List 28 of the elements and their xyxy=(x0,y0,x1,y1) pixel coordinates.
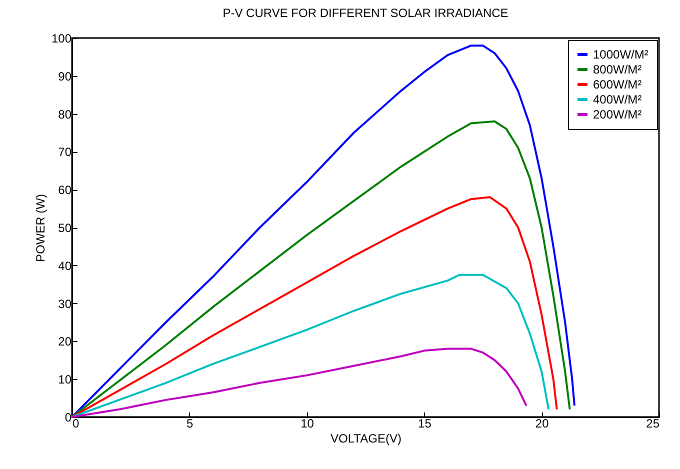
y-tick-label: 30 xyxy=(58,296,72,311)
legend-label: 800W/M² xyxy=(593,62,642,76)
y-tick-label: 90 xyxy=(58,69,72,84)
y-tick-label: 60 xyxy=(58,183,72,198)
legend-label: 600W/M² xyxy=(593,78,642,92)
line-series xyxy=(71,348,528,418)
legend-label: 1000W/M² xyxy=(593,48,648,62)
line-series xyxy=(71,196,558,418)
x-tick-label: 5 xyxy=(186,416,194,430)
y-tick-label: 50 xyxy=(58,221,72,235)
legend-label: 200W/M² xyxy=(593,108,642,122)
y-tick-label: 20 xyxy=(58,334,72,349)
x-tick-label: 15 xyxy=(418,416,432,430)
y-tick-label: 40 xyxy=(58,258,72,273)
y-tick-label: 100 xyxy=(51,32,72,46)
x-tick-label: 20 xyxy=(535,416,550,430)
line-series xyxy=(71,120,571,418)
y-tick-label: 10 xyxy=(58,372,72,387)
y-tick-label: 80 xyxy=(58,107,72,122)
y-axis-title: POWER (W) xyxy=(33,194,48,262)
y-tick-label: 70 xyxy=(58,145,72,160)
line-series xyxy=(71,44,576,418)
x-tick-label: 25 xyxy=(646,416,660,430)
line-series xyxy=(71,274,550,418)
x-tick-label: 10 xyxy=(300,416,314,430)
chart-title: P-V CURVE FOR DIFFERENT SOLAR IRRADIANCE xyxy=(222,6,508,20)
x-axis-title: VOLTAGE(V) xyxy=(330,432,402,446)
legend-label: 400W/M² xyxy=(593,92,642,106)
